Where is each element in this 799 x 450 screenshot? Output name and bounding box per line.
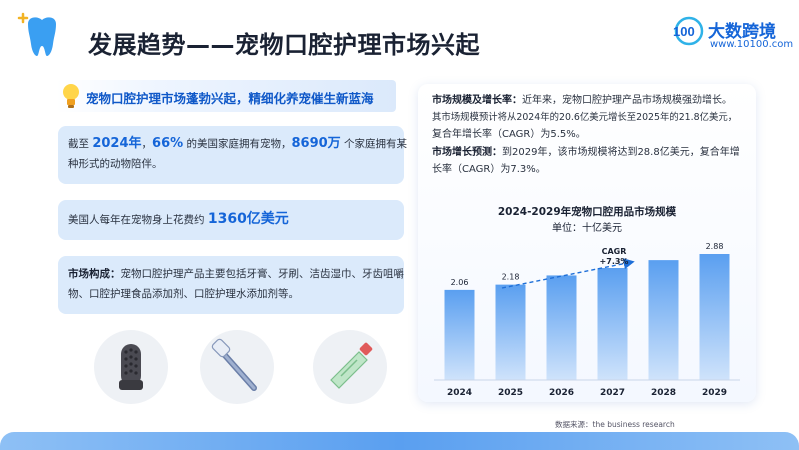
composition-text1: 宠物口腔护理产品主要包括牙膏、牙刷、洁齿湿巾、牙齿咀嚼 <box>120 268 405 280</box>
toothbrush-image <box>200 330 274 404</box>
composition-line1: 市场构成：宠物口腔护理产品主要包括牙膏、牙刷、洁齿湿巾、牙齿咀嚼 <box>68 265 404 284</box>
tooth-icon <box>17 12 56 57</box>
page-title: 发展趋势——宠物口腔护理市场兴起 <box>88 31 480 59</box>
tick-label-2026: 2026 <box>549 388 574 398</box>
pets-percent: 66% <box>152 136 184 151</box>
bar-2024 <box>444 289 475 380</box>
data-label-2025: 2.18 <box>502 273 520 282</box>
pets-year: 2024年 <box>92 136 142 151</box>
forecast-label: 市场增长预测： <box>432 147 502 158</box>
market-size-chart: 2024-2029年宠物口腔用品市场规模 单位：十亿美元 2.06 2.18 2.8… <box>434 205 740 398</box>
forecast-line2: 长率（CAGR）为7.3%。 <box>432 164 546 175</box>
bottom-band <box>0 432 799 450</box>
pets-sep: ， <box>141 138 153 150</box>
spend-prefix: 美国人每年在宠物身上花费约 <box>68 214 208 226</box>
forecast-line1: 市场增长预测：到2029年，该市场规模将达到28.8亿美元，复合年增 <box>432 145 748 162</box>
toothpaste-icon <box>330 342 373 389</box>
source-note: 数据来源：the business research <box>555 420 675 429</box>
bar-2027 <box>597 268 628 380</box>
subtitle-text: 宠物口腔护理市场蓬勃兴起，精细化养宠催生新蓝海 <box>86 91 374 106</box>
bar-2025 <box>495 284 526 380</box>
lightbulb-icon <box>63 84 79 108</box>
pets-prefix: 截至 <box>68 138 93 150</box>
pet-ownership-line1: 截至 2024年，66% 的美国家庭拥有宠物，8690万 个家庭拥有某 <box>68 134 407 154</box>
tick-label-2028: 2028 <box>651 388 676 398</box>
cagr-label: CAGR <box>602 247 627 256</box>
cagr-arrow <box>501 258 635 289</box>
market-size-label: 市场规模及增长率： <box>432 95 522 106</box>
finger-brush-icon <box>119 344 143 390</box>
pet-spending-line: 美国人每年在宠物身上花费约 1360亿美元 <box>68 210 289 230</box>
tick-label-2029: 2029 <box>702 388 727 398</box>
brand-logo: 100 <box>673 16 704 46</box>
market-size-line3: 复合年增长率（CAGR）为5.5%。 <box>432 129 586 140</box>
cagr-value: +7.3% <box>600 257 629 266</box>
spend-amount: 1360亿美元 <box>207 211 289 227</box>
forecast-text1: 到2029年，该市场规模将达到28.8亿美元，复合年增 <box>502 147 740 158</box>
pets-households: 8690万 <box>291 136 341 151</box>
pets-suffix: 个家庭拥有某 <box>340 138 408 150</box>
toothpaste-image <box>313 330 387 404</box>
brand-url: www.10100.com <box>710 39 794 50</box>
brand-name: 大数跨境 <box>708 22 776 42</box>
pet-ownership-card: 截至 2024年，66% 的美国家庭拥有宠物，8690万 个家庭拥有某 种形式的… <box>58 126 407 184</box>
data-label-2029: 2.88 <box>706 242 724 251</box>
chart-subtitle: 单位：十亿美元 <box>552 221 622 234</box>
pet-spending-card: 美国人每年在宠物身上花费约 1360亿美元 <box>58 200 404 240</box>
market-composition-card: 市场构成：宠物口腔护理产品主要包括牙膏、牙刷、洁齿湿巾、牙齿咀嚼 物、口腔护理食… <box>58 256 404 314</box>
subtitle-bar <box>56 80 396 112</box>
tick-label-2025: 2025 <box>498 388 523 398</box>
market-size-line2: 其市场规模预计将从2024年的20.6亿美元增长至2025年的21.8亿美元， <box>432 112 738 123</box>
finger-brush-image <box>94 330 168 404</box>
composition-line2: 物、口腔护理食品添加剂、口腔护理水添加剂等。 <box>68 288 299 300</box>
bar-2028 <box>648 260 679 380</box>
tick-label-2024: 2024 <box>447 388 472 398</box>
brand-logo-text: 100 <box>673 24 695 39</box>
composition-label: 市场构成： <box>68 268 121 280</box>
data-label-2024: 2.06 <box>451 278 469 287</box>
tick-label-2027: 2027 <box>600 388 625 398</box>
chart-title: 2024-2029年宠物口腔用品市场规模 <box>498 205 677 218</box>
bar-2029 <box>699 254 730 380</box>
bar-2026 <box>546 275 577 380</box>
market-size-text1: 近年来，宠物口腔护理产品市场规模强劲增长。 <box>522 95 732 106</box>
pet-ownership-line2: 种形式的动物陪伴。 <box>68 158 163 170</box>
market-size-line1: 市场规模及增长率：近年来，宠物口腔护理产品市场规模强劲增长。 <box>432 93 748 110</box>
toothbrush-icon <box>211 338 257 391</box>
pets-mid: 的美国家庭拥有宠物， <box>183 138 292 150</box>
